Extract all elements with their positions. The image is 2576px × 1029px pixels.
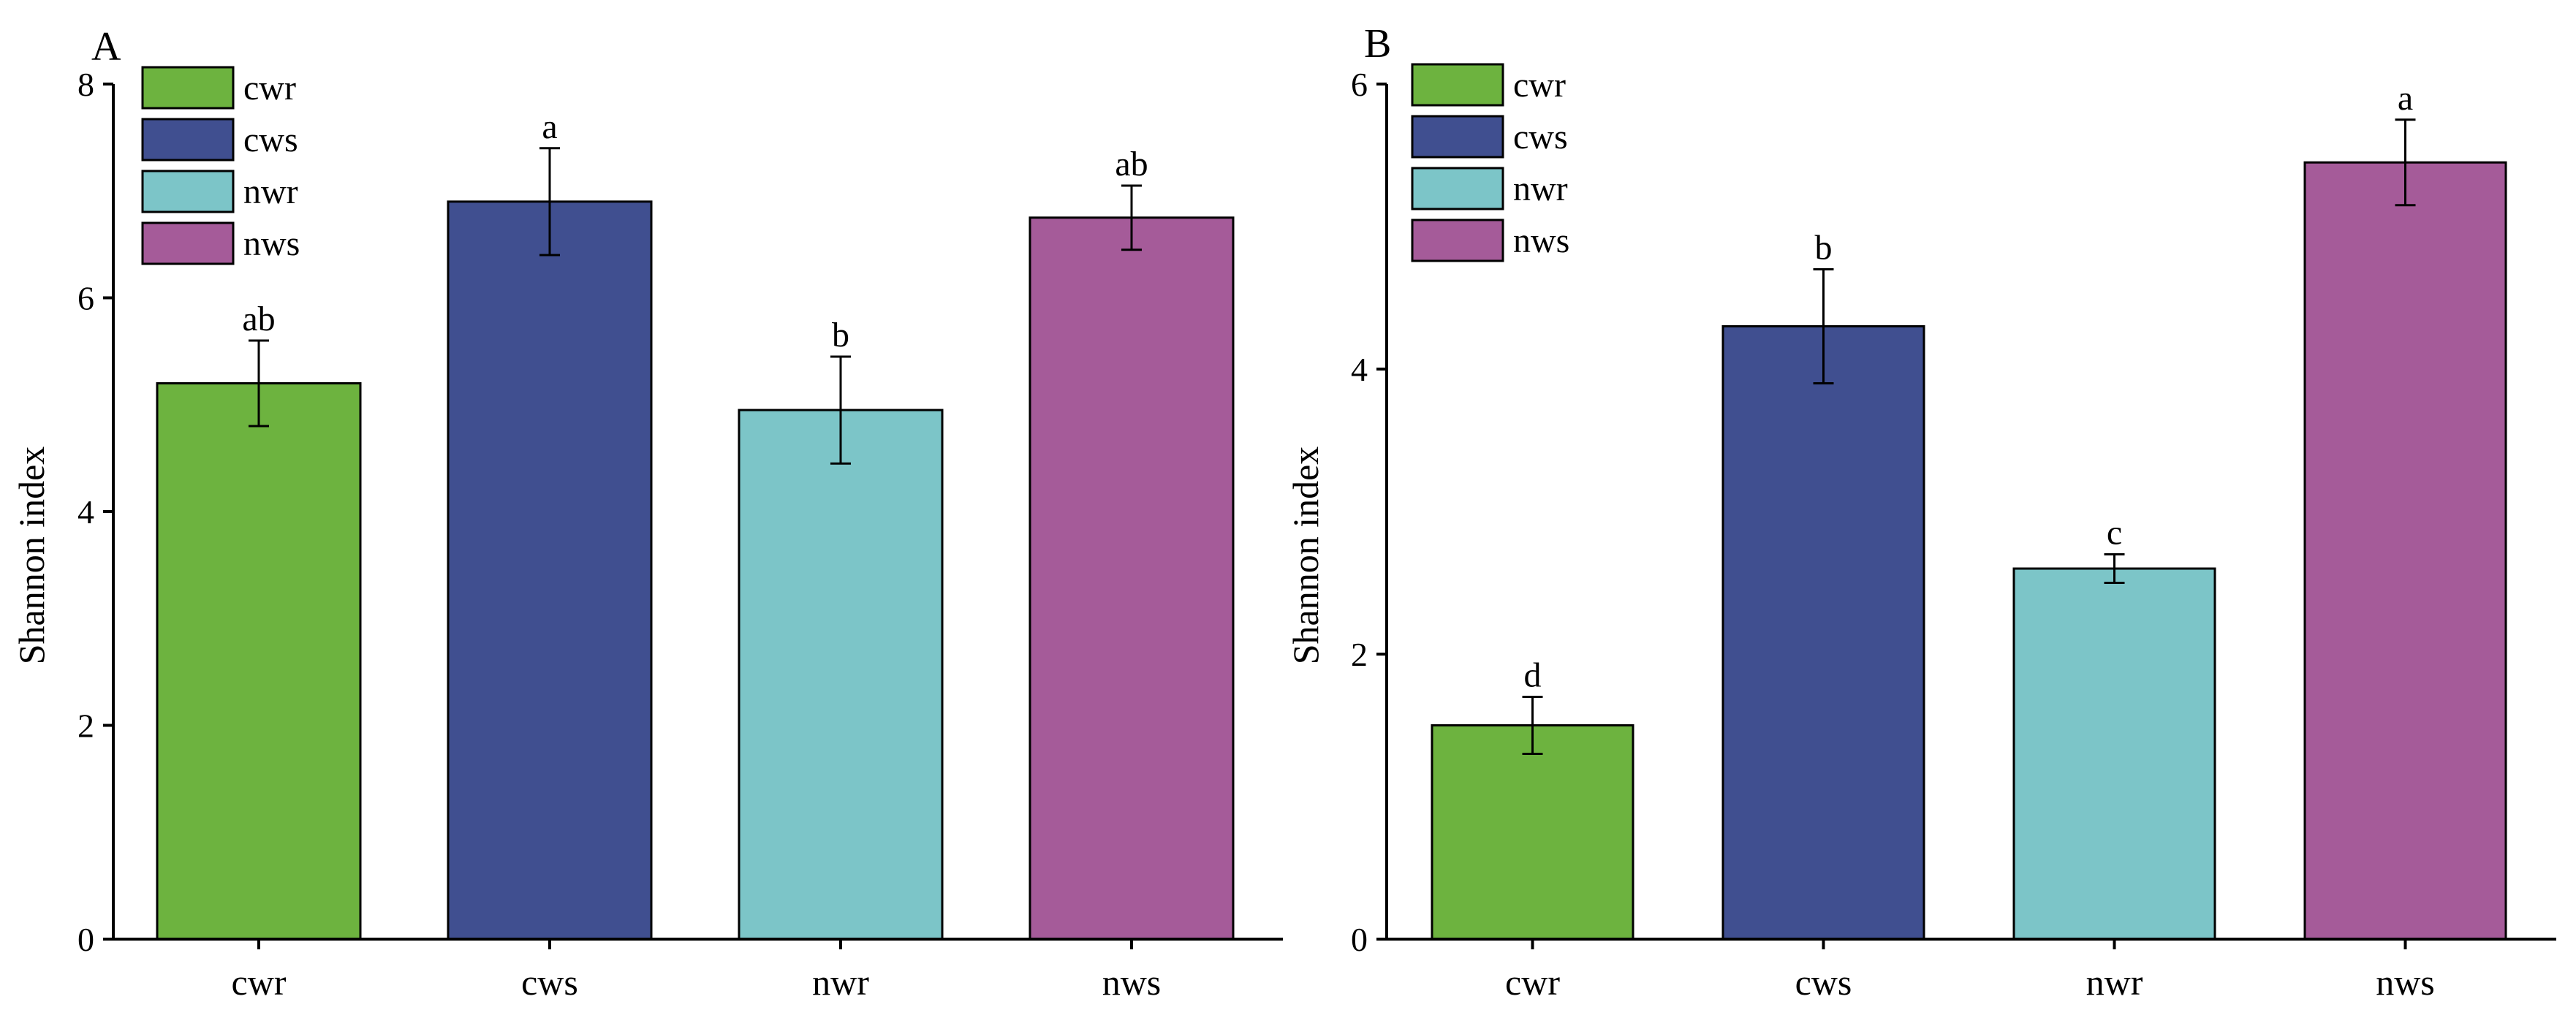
legend-swatch-cws (1411, 115, 1504, 159)
y-tick-label: 4 (77, 493, 94, 531)
significance-label-cws: b (1815, 229, 1833, 267)
bar-cws (447, 200, 653, 941)
error-bar-cwr (249, 339, 269, 428)
y-tick-label: 4 (1351, 351, 1368, 388)
legend-swatch-nwr (1411, 167, 1504, 210)
y-tick-label: 0 (1351, 921, 1368, 958)
y-tick-label: 6 (77, 280, 94, 317)
panel-b: Bd cwr b cws c nwr a nws 0 2 4 6 Shannon index cwr cws… (1285, 21, 2556, 1003)
legend-label-nws: nws (243, 224, 300, 263)
legend-label-nws: nws (1513, 221, 1569, 260)
x-tick-label-cwr: cwr (1505, 962, 1560, 1003)
legend-swatch-nwr (141, 170, 235, 213)
y-tick-label: 6 (1351, 66, 1368, 103)
bar-cwr (1431, 724, 1634, 941)
y-axis-label: Shannon index (1285, 447, 1326, 665)
error-bar-nws (2395, 118, 2416, 207)
legend-swatch-nws (141, 221, 235, 265)
x-tick-label-cws: cws (521, 962, 578, 1003)
x-tick-label-cwr: cwr (232, 962, 287, 1003)
error-bar-cws (539, 147, 560, 257)
legend-label-cwr: cwr (243, 69, 296, 107)
error-bar-nws (1121, 184, 1142, 251)
y-tick-label: 0 (77, 921, 94, 958)
error-bar-nwr (830, 355, 851, 465)
legend-label-cws: cws (1513, 118, 1568, 156)
significance-label-nwr: b (832, 316, 849, 354)
significance-label-nws: a (2398, 79, 2413, 118)
error-bar-nwr (2104, 553, 2125, 584)
bar-nws (2303, 161, 2507, 941)
legend-label-nwr: nwr (1513, 170, 1568, 208)
legend-label-cwr: cwr (1513, 66, 1566, 105)
legend-swatch-cwr (141, 66, 235, 110)
significance-label-cwr: ab (242, 300, 275, 338)
x-tick-label-nwr: nwr (812, 962, 869, 1003)
bar-nws (1028, 216, 1235, 941)
x-tick-label-nwr: nwr (2086, 962, 2143, 1003)
panel-letter: A (91, 24, 121, 69)
legend-swatch-nws (1411, 219, 1504, 262)
legend-label-cws: cws (243, 121, 298, 159)
x-tick-label-cws: cws (1795, 962, 1852, 1003)
significance-label-nws: ab (1115, 145, 1148, 183)
y-axis-label: Shannon index (11, 447, 52, 665)
x-tick-label-nws: nws (2376, 962, 2435, 1003)
legend-label-nwr: nwr (243, 172, 298, 211)
error-bar-cwr (1522, 696, 1543, 755)
panel-a: Aab cwr a cws b nwr ab nws 0 2 4 6 8 Shannon index cwr… (11, 24, 1283, 1003)
bar-cws (1721, 325, 1925, 941)
panel-letter: B (1364, 21, 1391, 67)
y-tick-label: 2 (77, 707, 94, 745)
significance-label-nwr: c (2107, 514, 2122, 553)
error-bar-cws (1813, 268, 1834, 384)
bar-nwr (738, 409, 944, 941)
legend-swatch-cws (141, 118, 235, 162)
legend-swatch-cwr (1411, 63, 1504, 107)
bar-nwr (2012, 567, 2216, 941)
significance-label-cws: a (542, 107, 557, 146)
y-tick-label: 2 (1351, 636, 1368, 673)
bar-cwr (156, 382, 362, 941)
x-tick-label-nws: nws (1102, 962, 1162, 1003)
y-tick-label: 8 (77, 66, 94, 103)
significance-label-cwr: d (1524, 656, 1542, 695)
